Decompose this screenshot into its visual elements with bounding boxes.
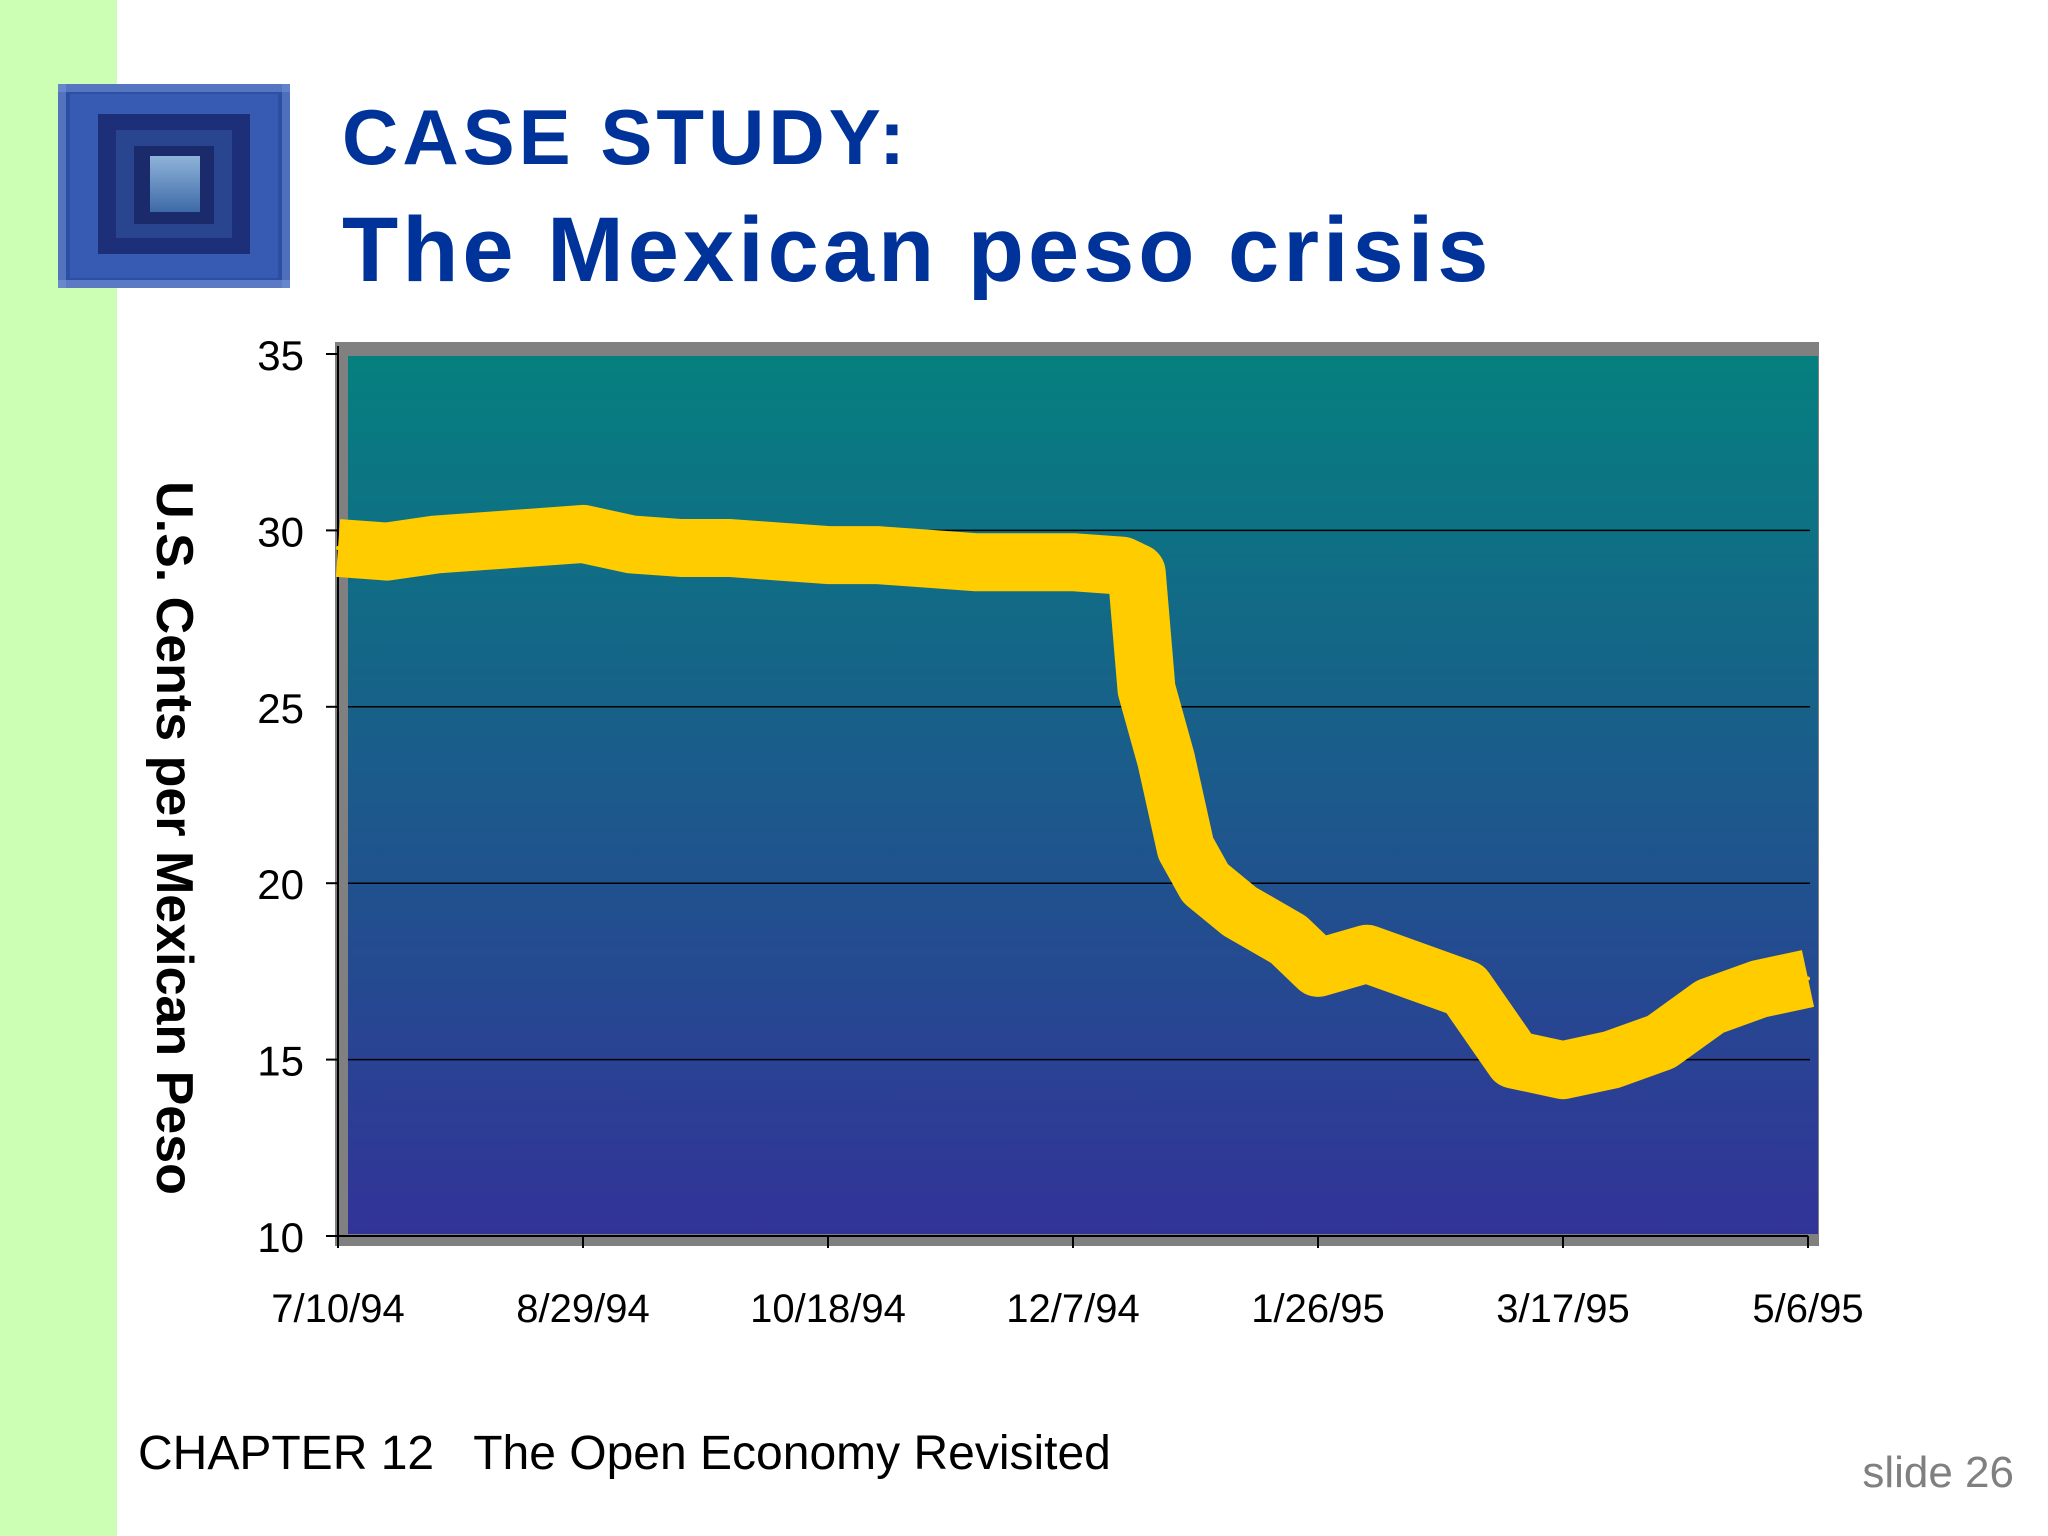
data-point: [434, 542, 438, 547]
x-tick-label: 10/18/94: [750, 1287, 906, 1331]
data-point: [1659, 1040, 1663, 1044]
data-point: [483, 539, 487, 543]
y-tick-label: 15: [257, 1038, 304, 1085]
data-point: [728, 546, 732, 550]
y-axis-label: U.S. Cents per Mexican Peso: [145, 481, 203, 1195]
data-point: [1806, 976, 1810, 981]
data-point: [973, 560, 977, 565]
data-point: [1120, 563, 1124, 568]
data-point: [826, 553, 830, 558]
data-point: [336, 546, 340, 550]
y-tick-label: 10: [257, 1214, 304, 1261]
x-tick-label: 7/10/94: [271, 1287, 404, 1331]
data-point: [630, 542, 634, 547]
data-point: [385, 549, 389, 554]
data-point: [1512, 1057, 1516, 1062]
data-point: [1463, 987, 1467, 991]
x-tick-label: 3/17/95: [1496, 1287, 1629, 1331]
x-tick-label: 12/7/94: [1006, 1287, 1139, 1331]
data-point: [1414, 969, 1418, 974]
y-tick-label: 25: [257, 685, 304, 732]
slide-title-line2: The Mexican peso crisis: [342, 199, 1493, 301]
x-tick-label: 8/29/94: [516, 1287, 649, 1331]
data-point: [1757, 987, 1761, 991]
data-point: [1365, 951, 1369, 956]
plot-area: [348, 356, 1818, 1234]
y-tick-label: 30: [257, 508, 304, 555]
data-point: [1144, 687, 1149, 692]
data-point: [1022, 560, 1026, 565]
data-point: [1183, 845, 1188, 850]
data-point: [532, 535, 536, 540]
data-point: [875, 553, 879, 558]
data-point: [679, 546, 683, 550]
footer-chapter-text: CHAPTER 12 The Open Economy Revisited: [138, 1427, 1111, 1480]
data-point: [1561, 1068, 1565, 1073]
data-point: [1203, 881, 1208, 886]
y-tick-label: 20: [257, 861, 304, 908]
data-point: [581, 531, 585, 536]
data-point: [1610, 1057, 1614, 1062]
data-point: [1071, 560, 1075, 565]
data-point: [924, 556, 928, 561]
slide-title-line1: CASE STUDY:: [342, 93, 909, 181]
data-point: [1316, 965, 1320, 970]
data-point: [1237, 909, 1242, 914]
data-point: [777, 549, 781, 554]
data-point: [1134, 570, 1139, 575]
footer-slide-number: slide 26: [1862, 1448, 2014, 1497]
x-tick-label: 5/6/95: [1752, 1287, 1863, 1331]
data-point: [1286, 937, 1291, 942]
y-tick-label: 35: [257, 332, 304, 379]
x-tick-label: 1/26/95: [1251, 1287, 1384, 1331]
data-point: [1164, 757, 1169, 762]
data-point: [1708, 1004, 1712, 1009]
logo-square-image: [58, 84, 290, 288]
